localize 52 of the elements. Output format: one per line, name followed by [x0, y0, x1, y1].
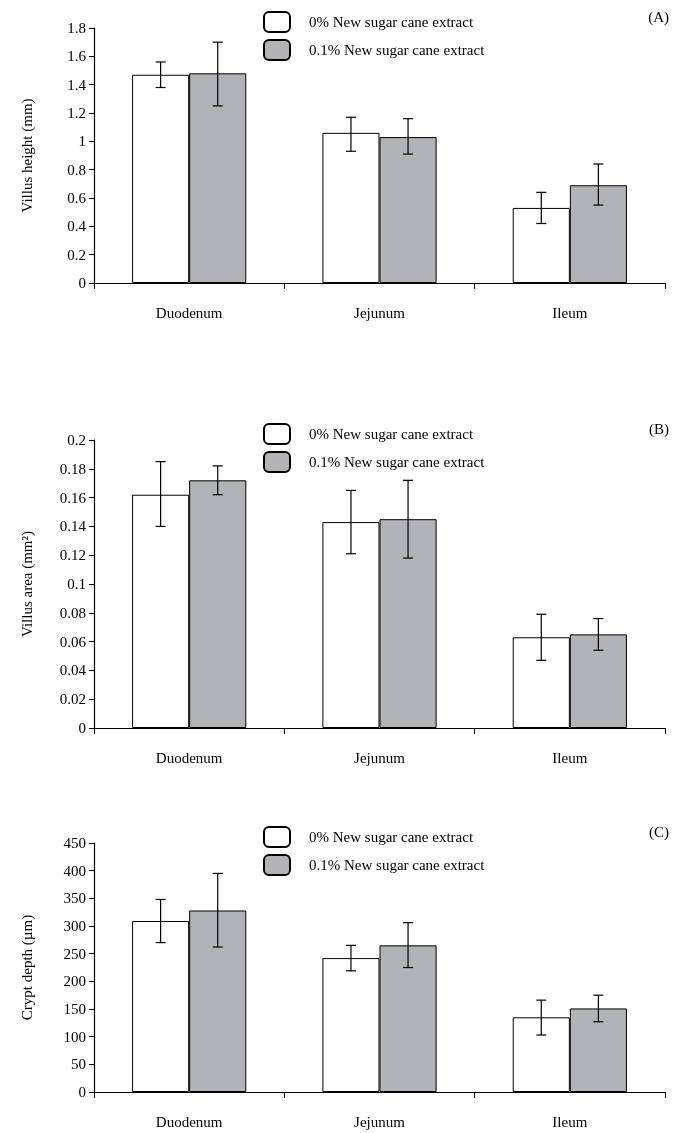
y-tick-label: 0.18 [59, 460, 86, 477]
x-tick-label: Jejunum [354, 1113, 406, 1130]
y-tick-label: 150 [63, 1001, 86, 1017]
y-tick-label: 0 [78, 1084, 86, 1100]
y-tick-label: 0.14 [59, 518, 87, 535]
y-tick-label: 0.06 [59, 633, 87, 650]
x-tick-label: Duodenum [155, 749, 223, 766]
x-tick-label: Duodenum [155, 1113, 223, 1130]
x-tick-label: Duodenum [155, 304, 223, 321]
y-tick-label: 300 [63, 918, 86, 934]
x-tick-label: Ileum [552, 749, 588, 766]
y-tick-label: 1.2 [67, 105, 86, 121]
y-tick-label: 100 [63, 1028, 86, 1045]
y-axis-title: Villus height (mm) [18, 98, 36, 213]
y-tick-label: 250 [63, 945, 86, 962]
y-axis-title: Crypt depth (µm) [18, 914, 36, 1021]
y-tick-label: 1.6 [67, 48, 87, 65]
chart-title: (B) [649, 420, 669, 438]
y-tick-label: 0.08 [59, 604, 86, 621]
y-tick-label: 1 [78, 133, 86, 150]
x-tick-label: Jejunum [354, 304, 406, 321]
y-tick-label: 0.1 [67, 576, 86, 592]
y-tick-label: 0.2 [67, 246, 86, 263]
y-tick-label: 0.4 [67, 218, 87, 235]
y-tick-label: 200 [63, 973, 86, 990]
x-tick-label: Ileum [552, 304, 588, 321]
legend-label: 0.1% New sugar cane extract [309, 454, 486, 470]
y-tick-label: 1.8 [67, 20, 86, 36]
y-tick-label: 0 [78, 275, 86, 291]
legend-label: 0.1% New sugar cane extract [309, 857, 486, 873]
y-tick-label: 350 [63, 890, 86, 907]
y-tick-label: 50 [71, 1056, 86, 1073]
y-tick-label: 450 [63, 835, 86, 851]
y-tick-label: 0.6 [67, 190, 87, 206]
y-tick-label: 0.2 [67, 432, 86, 448]
chart-title: (C) [649, 823, 669, 841]
y-tick-label: 0 [78, 720, 86, 736]
y-axis-title: Villus area (mm²) [18, 530, 36, 638]
y-tick-label: 1.4 [67, 76, 87, 93]
legend-label: 0.1% New sugar cane extract [309, 42, 486, 58]
x-tick-label: Jejunum [354, 749, 406, 766]
y-tick-label: 0.04 [59, 662, 87, 679]
x-tick-label: Ileum [552, 1113, 588, 1130]
y-tick-label: 400 [63, 862, 86, 879]
legend-label: 0% New sugar cane extract [309, 426, 474, 442]
y-tick-label: 0.12 [59, 547, 86, 564]
legend-label: 0% New sugar cane extract [309, 829, 474, 845]
y-tick-label: 0.02 [59, 691, 86, 708]
y-tick-label: 0.16 [59, 489, 87, 506]
legend-label: 0% New sugar cane extract [309, 14, 474, 30]
y-tick-label: 0.8 [67, 161, 86, 178]
chart-title: (A) [648, 8, 670, 26]
